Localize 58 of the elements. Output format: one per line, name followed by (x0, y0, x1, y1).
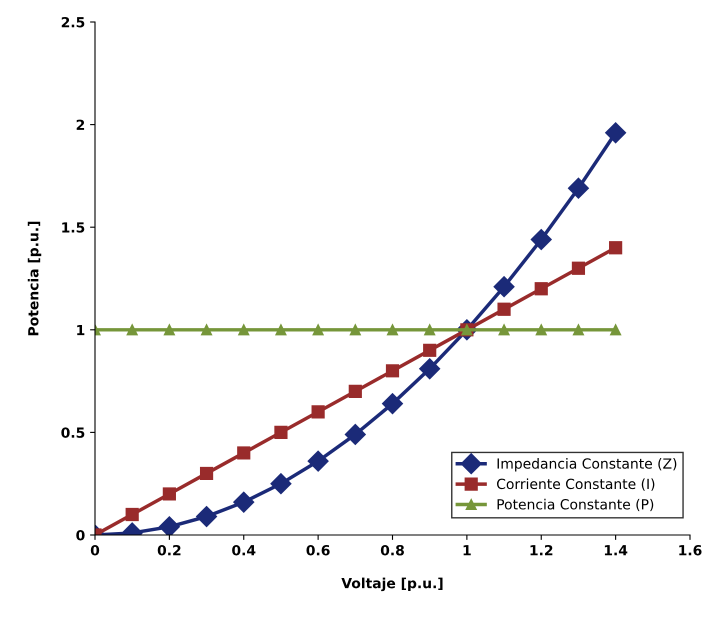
y-tick-label: 1 (77, 324, 84, 336)
x-tick-label: 0.2 (158, 544, 180, 556)
point (386, 364, 400, 378)
point (158, 516, 180, 535)
point (201, 324, 212, 336)
point (348, 384, 362, 398)
y-tick-label: 2 (76, 120, 84, 130)
x-tick-label: 1.6 (679, 544, 702, 556)
x-tick-label: 0.4 (232, 544, 256, 556)
x-tick-label: 1 (464, 545, 471, 556)
point (568, 178, 589, 199)
point (494, 276, 515, 298)
point (534, 282, 548, 296)
point (382, 393, 404, 414)
y-tick-label: 0.5 (61, 427, 84, 438)
y-tick-label: 1.5 (62, 222, 84, 233)
point (238, 324, 250, 336)
x-tick-label: 1.2 (530, 544, 552, 556)
point (275, 324, 286, 336)
x-axis-title: Voltaje [p.u.] (341, 578, 443, 592)
point (274, 426, 288, 439)
point (237, 446, 250, 460)
y-tick-label: 2.5 (62, 16, 84, 28)
point (312, 324, 324, 336)
point (605, 122, 626, 144)
y-axis-title: Potencia [p.u.] (28, 222, 42, 336)
point (270, 473, 292, 494)
point (497, 302, 511, 316)
point (164, 324, 175, 336)
point (423, 344, 436, 357)
point (312, 405, 325, 418)
point (200, 466, 214, 480)
legend-label: Corriente Constante (I) (496, 478, 654, 491)
point (126, 324, 138, 336)
x-tick-label: 0 (90, 544, 100, 556)
point (610, 324, 622, 336)
point (162, 487, 176, 501)
point (609, 241, 622, 254)
point (536, 324, 547, 336)
point (350, 324, 361, 336)
y-tick-label: 0 (76, 530, 85, 540)
legend-label: Impedancia Constante (Z) (498, 458, 676, 472)
x-tick-label: 0.6 (306, 544, 330, 556)
x-tick-label: 1.4 (604, 545, 628, 556)
point (308, 450, 329, 472)
point (344, 424, 366, 445)
legend-label: Potencia Constante (P) (498, 498, 654, 512)
point (572, 262, 586, 275)
point (126, 508, 139, 522)
point (386, 324, 398, 336)
point (498, 324, 510, 336)
point (419, 358, 440, 380)
point (196, 506, 218, 528)
point (233, 492, 254, 513)
point (572, 324, 584, 336)
point (424, 324, 436, 336)
point (530, 228, 552, 250)
x-tick-label: 0.8 (380, 544, 404, 556)
